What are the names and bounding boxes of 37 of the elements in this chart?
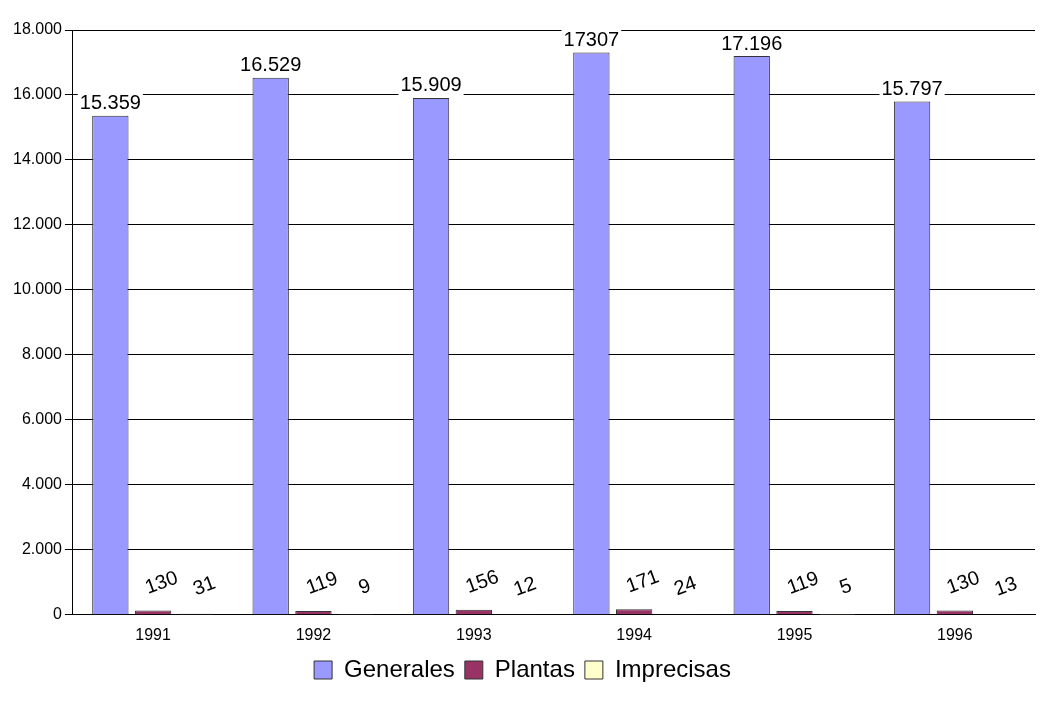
data-label: 13: [991, 571, 1020, 600]
y-tick-label: 0: [53, 605, 63, 623]
data-label: 16.529: [240, 53, 302, 76]
data-label: 9: [355, 573, 374, 598]
data-label: 5: [836, 573, 855, 599]
data-label: 156: [462, 564, 502, 597]
y-tick-label: 14.000: [13, 150, 63, 168]
data-label: 119: [302, 566, 341, 598]
legend-label: Plantas: [494, 654, 575, 682]
data-label: 31: [189, 570, 219, 600]
data-label: 171: [622, 564, 662, 597]
x-tick-label: 1992: [295, 625, 332, 643]
y-tick-label: 18.000: [13, 20, 63, 38]
data-label: 12: [510, 571, 539, 600]
x-tick-label: 1991: [135, 625, 172, 643]
y-tick-label: 8.000: [21, 345, 63, 363]
y-tick-label: 16.000: [13, 85, 63, 103]
data-label: 15.359: [79, 91, 141, 114]
y-tick-label: 6.000: [21, 410, 63, 428]
data-label: 15.797: [881, 77, 943, 100]
data-label: 24: [670, 571, 700, 600]
x-tick-label: 1995: [776, 625, 813, 643]
y-tick-label: 12.000: [13, 215, 63, 233]
data-label: 17307: [563, 28, 620, 51]
x-tick-label: 1993: [456, 625, 492, 643]
data-label: 130: [943, 565, 983, 598]
y-tick-label: 4.000: [21, 475, 63, 493]
y-tick-label: 10.000: [13, 280, 63, 298]
legend-label: Generales: [344, 654, 455, 682]
data-label: 17.196: [721, 31, 783, 54]
legend-label: Imprecisas: [614, 654, 731, 682]
x-tick-label: 1996: [937, 625, 973, 643]
data-label: 15.909: [400, 73, 462, 96]
y-tick-label: 2.000: [21, 540, 63, 558]
data-label: 130: [141, 565, 181, 598]
x-tick-label: 1994: [616, 625, 653, 643]
data-label: 119: [783, 566, 822, 598]
